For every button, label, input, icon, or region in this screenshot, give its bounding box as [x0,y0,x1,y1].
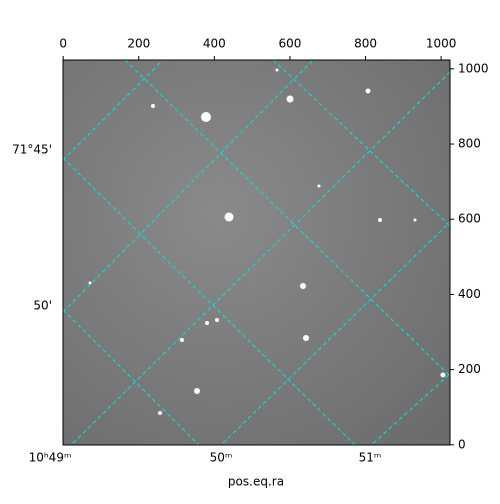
ra-tick-label: 10ʰ49ᵐ [29,451,72,465]
x-tick-label: 800 [354,37,377,51]
x-tick-label: 1000 [426,37,457,51]
y-tick-label: 800 [458,137,481,151]
grid-line [63,157,356,445]
y-tick-label: 200 [458,362,481,376]
x-axis-label: pos.eq.ra [228,475,284,489]
y-tick-label: 600 [458,212,481,226]
grid-line [63,60,164,161]
x-tick-label: 600 [278,37,301,51]
ra-tick-label: 51ᵐ [359,451,382,465]
stars [88,68,446,415]
x-tick-label: 400 [203,37,226,51]
grid-line [220,221,450,445]
grid-line [124,60,450,377]
coordinate-grid [63,60,450,445]
axes-frame [62,59,451,446]
ra-tick-label: 50ᵐ [210,451,233,465]
dec-tick-label: 71°45' [12,143,52,157]
y-tick-label: 1000 [458,61,489,75]
grid-line [272,60,450,227]
grid-line [70,71,450,445]
dec-tick-label: 50' [33,299,52,313]
x-tick-label: 200 [127,37,150,51]
grid-line [63,60,314,313]
y-tick-label: 400 [458,287,481,301]
y-tick-label: 0 [458,437,466,451]
x-tick-label: 0 [59,37,67,51]
grid-line [63,309,200,445]
grid-line [370,373,450,445]
sky-image [63,60,450,445]
